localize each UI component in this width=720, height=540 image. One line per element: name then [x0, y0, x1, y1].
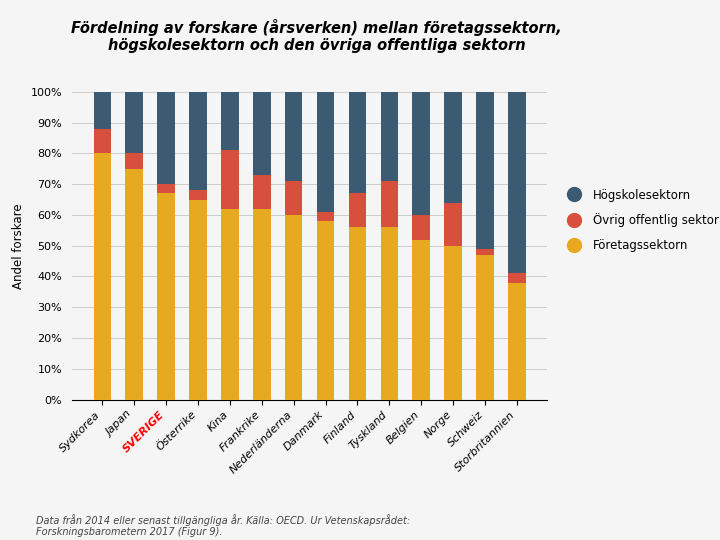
Bar: [285, 92, 302, 181]
Text: Data från 2014 eller senast tillgängliga år. Källa: OECD. Ur Vetenskapsrådet:
Fo: Data från 2014 eller senast tillgängliga…: [36, 514, 410, 537]
Bar: [381, 92, 398, 181]
Bar: [444, 202, 462, 246]
Y-axis label: Andel forskare: Andel forskare: [12, 203, 25, 288]
Bar: [413, 92, 430, 215]
Bar: [94, 153, 111, 400]
Text: Fördelning av forskare (årsverken) mellan företagssektorn,
högskolesektorn och d: Fördelning av forskare (årsverken) mella…: [71, 19, 562, 53]
Bar: [253, 92, 271, 175]
Bar: [413, 215, 430, 240]
Bar: [348, 193, 366, 227]
Bar: [189, 200, 207, 400]
Bar: [317, 92, 334, 212]
Bar: [444, 92, 462, 202]
Bar: [189, 92, 207, 190]
Bar: [317, 212, 334, 221]
Bar: [508, 273, 526, 282]
Bar: [476, 255, 494, 400]
Bar: [285, 215, 302, 400]
Bar: [508, 92, 526, 273]
Bar: [381, 181, 398, 227]
Bar: [444, 246, 462, 400]
Bar: [476, 249, 494, 255]
Bar: [221, 150, 238, 209]
Bar: [125, 92, 143, 153]
Bar: [348, 227, 366, 400]
Legend: Högskolesektorn, Övrig offentlig sektor, Företagssektorn: Högskolesektorn, Övrig offentlig sektor,…: [558, 184, 720, 257]
Bar: [348, 92, 366, 193]
Bar: [221, 209, 238, 400]
Bar: [381, 227, 398, 400]
Bar: [221, 92, 238, 150]
Bar: [158, 92, 175, 184]
Bar: [125, 168, 143, 400]
Bar: [285, 181, 302, 215]
Bar: [508, 282, 526, 400]
Bar: [94, 92, 111, 129]
Bar: [189, 190, 207, 200]
Bar: [317, 221, 334, 400]
Bar: [413, 240, 430, 400]
Bar: [158, 184, 175, 193]
Bar: [158, 193, 175, 400]
Bar: [253, 175, 271, 209]
Bar: [253, 209, 271, 400]
Bar: [476, 92, 494, 249]
Bar: [94, 129, 111, 153]
Bar: [125, 153, 143, 168]
